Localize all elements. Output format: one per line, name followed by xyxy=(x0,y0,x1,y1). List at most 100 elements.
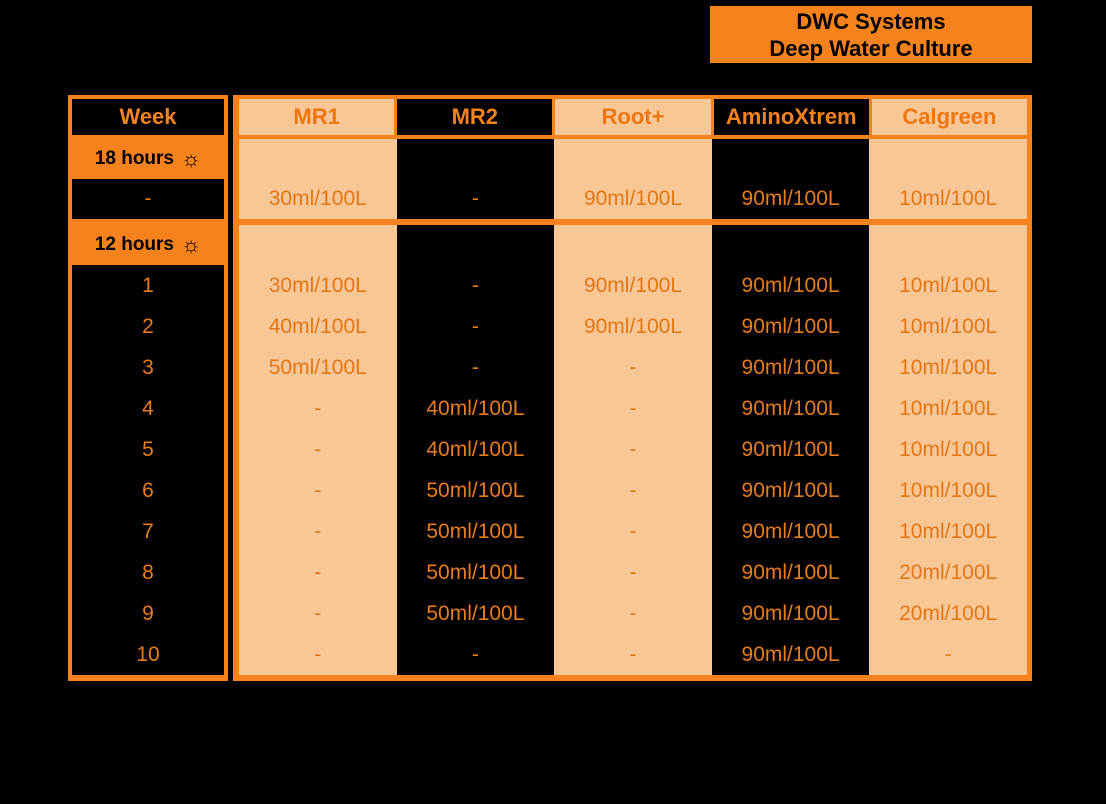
value-cell-mr1: - xyxy=(239,593,397,634)
value-cell-mr2: - xyxy=(396,265,555,306)
value-cell-calgreen: 10ml/100L xyxy=(869,306,1027,347)
table-body: 30ml/100L -90ml/100L 90ml/100L 10ml/100L 30m… xyxy=(239,139,1027,675)
week-cell: 4 xyxy=(72,388,224,429)
value-cell-mr2: 40ml/100L xyxy=(396,429,555,470)
value-cell-root: 90ml/100L xyxy=(554,306,712,347)
table-row: 40ml/100L -90ml/100L 90ml/100L 10ml/100L xyxy=(239,306,1027,347)
value-cell-aminoxtrem: 90ml/100L xyxy=(711,388,870,429)
week-cell: 5 xyxy=(72,429,224,470)
value-cell-mr2: 50ml/100L xyxy=(396,552,555,593)
spacer-cell xyxy=(711,225,870,265)
value-cell-aminoxtrem: 90ml/100L xyxy=(711,552,870,593)
photoperiod-badge-18hours: 18 hours ☼ xyxy=(68,139,228,179)
value-cell-mr1: 50ml/100L xyxy=(239,347,397,388)
value-cell-mr1: - xyxy=(239,552,397,593)
value-cell-aminoxtrem: 90ml/100L xyxy=(711,470,870,511)
value-cell-root: 90ml/100L xyxy=(554,265,712,306)
table-row: 30ml/100L -90ml/100L 90ml/100L 10ml/100L xyxy=(239,179,1027,219)
week-cell: 1 xyxy=(72,265,224,306)
value-cell-calgreen: 10ml/100L xyxy=(869,511,1027,552)
value-cell-root: - xyxy=(554,429,712,470)
spacer-cell xyxy=(711,139,870,179)
column-header-calgreen: Calgreen xyxy=(871,99,1028,135)
value-cell-root: - xyxy=(554,593,712,634)
value-cell-mr1: - xyxy=(239,429,397,470)
table-row: -50ml/100L -90ml/100L 20ml/100L xyxy=(239,593,1027,634)
value-cell-mr2: 50ml/100L xyxy=(396,470,555,511)
value-cell-calgreen: 10ml/100L xyxy=(869,388,1027,429)
week-cell: 3 xyxy=(72,347,224,388)
value-cell-root: 90ml/100L xyxy=(554,179,712,219)
value-cell-mr2: - xyxy=(396,634,555,675)
value-cell-mr1: - xyxy=(239,388,397,429)
value-cell-calgreen: 10ml/100L xyxy=(869,429,1027,470)
column-header-mr2: MR2 xyxy=(397,99,553,135)
table-row: -50ml/100L -90ml/100L 10ml/100L xyxy=(239,470,1027,511)
week-column: Week 18 hours ☼ - 12 hours ☼ 1 2 3 4 5 6 7 8 9 10 xyxy=(68,95,228,681)
week-cell: - xyxy=(72,179,224,219)
value-cell-aminoxtrem: 90ml/100L xyxy=(711,179,870,219)
week-cell: 9 xyxy=(72,593,224,634)
title-box: DWC Systems Deep Water Culture xyxy=(710,6,1032,63)
table-row: 50ml/100L - -90ml/100L 10ml/100L xyxy=(239,347,1027,388)
spacer-cell xyxy=(239,139,397,179)
photoperiod-spacer-row xyxy=(239,139,1027,179)
value-cell-aminoxtrem: 90ml/100L xyxy=(711,634,870,675)
column-header-root: Root+ xyxy=(555,99,711,135)
spacer-cell xyxy=(554,225,712,265)
photoperiod-spacer-row xyxy=(239,225,1027,265)
value-cell-aminoxtrem: 90ml/100L xyxy=(711,265,870,306)
value-cell-root: - xyxy=(554,388,712,429)
value-cell-aminoxtrem: 90ml/100L xyxy=(711,593,870,634)
spacer-cell xyxy=(396,139,555,179)
column-header-mr1: MR1 xyxy=(239,99,395,135)
value-cell-mr1: 30ml/100L xyxy=(239,265,397,306)
value-cell-mr2: - xyxy=(396,179,555,219)
value-cell-mr2: - xyxy=(396,347,555,388)
value-cell-calgreen: 20ml/100L xyxy=(869,593,1027,634)
value-cell-mr2: 50ml/100L xyxy=(396,511,555,552)
value-cell-mr2: - xyxy=(396,306,555,347)
value-cell-aminoxtrem: 90ml/100L xyxy=(711,347,870,388)
value-cell-mr1: - xyxy=(239,511,397,552)
spacer-cell xyxy=(554,139,712,179)
table-row: -50ml/100L -90ml/100L 10ml/100L xyxy=(239,511,1027,552)
week-cell: 8 xyxy=(72,552,224,593)
value-cell-root: - xyxy=(554,511,712,552)
spacer-cell xyxy=(396,225,555,265)
value-cell-aminoxtrem: 90ml/100L xyxy=(711,511,870,552)
value-cell-mr2: 50ml/100L xyxy=(396,593,555,634)
table-row: - - -90ml/100L - xyxy=(239,634,1027,675)
sun-icon: ☼ xyxy=(181,146,202,171)
value-cell-mr1: - xyxy=(239,634,397,675)
value-cell-calgreen: - xyxy=(869,634,1027,675)
title-line-1: DWC Systems xyxy=(796,8,946,34)
photoperiod-label: 12 hours xyxy=(94,234,175,255)
photoperiod-badge-12hours: 12 hours ☼ xyxy=(68,225,228,265)
value-cell-mr1: - xyxy=(239,470,397,511)
value-cell-root: - xyxy=(554,347,712,388)
title-line-2: Deep Water Culture xyxy=(769,35,973,61)
table-row: -40ml/100L -90ml/100L 10ml/100L xyxy=(239,388,1027,429)
week-cell: 10 xyxy=(72,634,224,675)
value-cell-aminoxtrem: 90ml/100L xyxy=(711,429,870,470)
spacer-cell xyxy=(869,139,1027,179)
value-cell-root: - xyxy=(554,634,712,675)
table-row: -40ml/100L -90ml/100L 10ml/100L xyxy=(239,429,1027,470)
column-header-aminoxtrem: AminoXtrem xyxy=(713,99,869,135)
value-cell-mr1: 30ml/100L xyxy=(239,179,397,219)
spacer-cell xyxy=(239,225,397,265)
value-cell-calgreen: 10ml/100L xyxy=(869,347,1027,388)
value-cell-mr2: 40ml/100L xyxy=(396,388,555,429)
spacer-cell xyxy=(869,225,1027,265)
value-cell-calgreen: 10ml/100L xyxy=(869,265,1027,306)
value-cell-root: - xyxy=(554,552,712,593)
value-cell-root: - xyxy=(554,470,712,511)
value-cell-calgreen: 10ml/100L xyxy=(869,470,1027,511)
photoperiod-label: 18 hours xyxy=(94,148,175,169)
value-cell-mr1: 40ml/100L xyxy=(239,306,397,347)
week-cell: 7 xyxy=(72,511,224,552)
value-cell-aminoxtrem: 90ml/100L xyxy=(711,306,870,347)
table-row: 30ml/100L -90ml/100L 90ml/100L 10ml/100L xyxy=(239,265,1027,306)
